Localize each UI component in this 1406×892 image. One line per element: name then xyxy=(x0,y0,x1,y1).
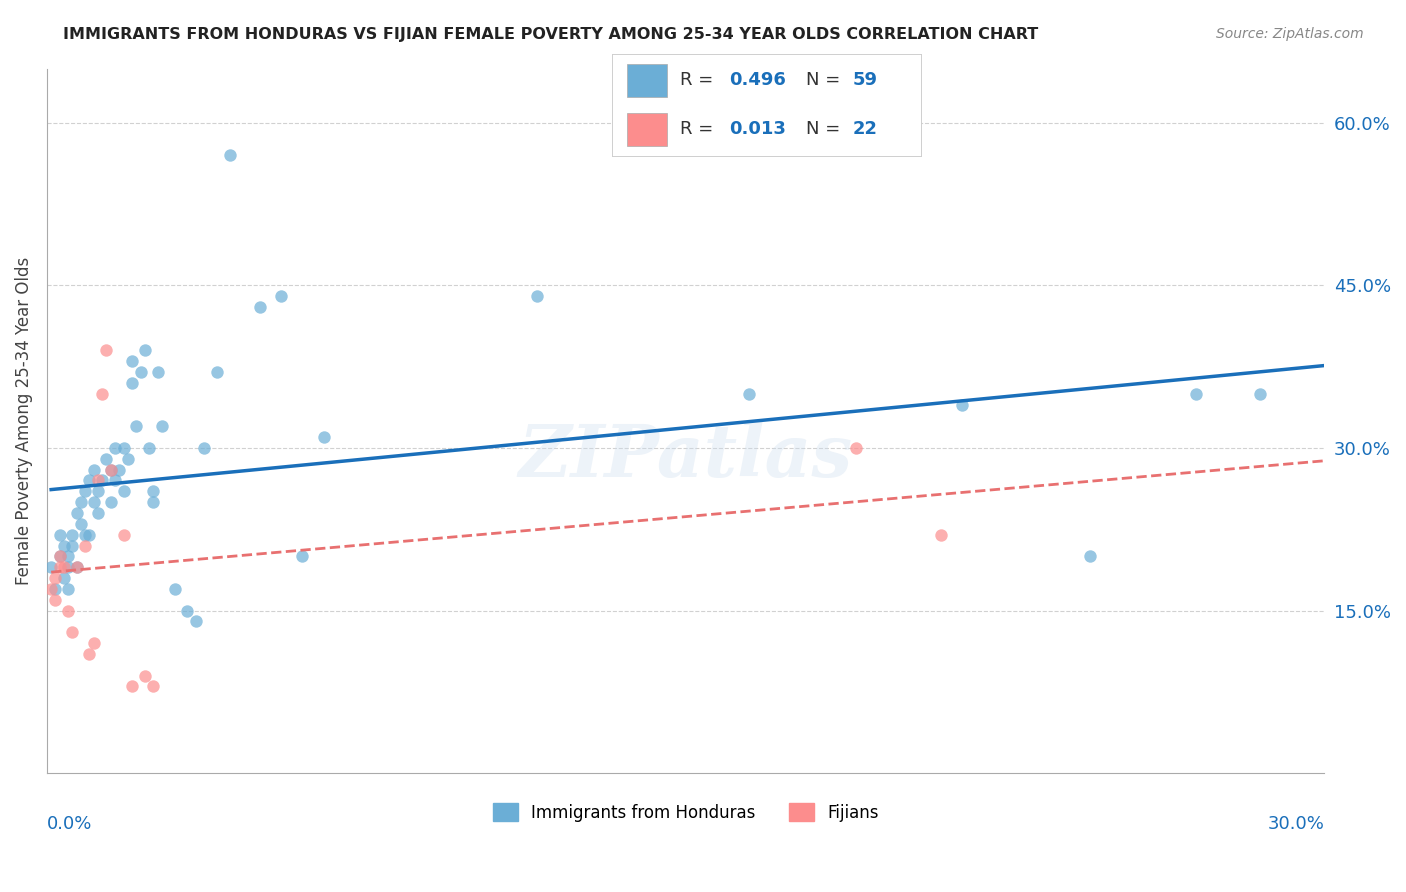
Point xyxy=(48,560,70,574)
Point xyxy=(950,398,973,412)
Point xyxy=(87,474,110,488)
Point xyxy=(75,539,97,553)
Point xyxy=(1249,386,1271,401)
Point xyxy=(121,376,143,390)
Point xyxy=(929,527,952,541)
Point xyxy=(100,463,122,477)
Text: Source: ZipAtlas.com: Source: ZipAtlas.com xyxy=(1216,27,1364,41)
Point xyxy=(104,441,127,455)
Point xyxy=(56,603,79,617)
Point xyxy=(48,549,70,564)
Point xyxy=(1078,549,1101,564)
Point xyxy=(75,527,97,541)
Point xyxy=(249,300,271,314)
Point xyxy=(104,474,127,488)
Point xyxy=(134,343,156,358)
Point xyxy=(142,680,165,694)
Point xyxy=(39,582,62,596)
Point xyxy=(79,474,101,488)
Point xyxy=(83,495,105,509)
Point xyxy=(129,365,152,379)
Point xyxy=(91,474,114,488)
Y-axis label: Female Poverty Among 25-34 Year Olds: Female Poverty Among 25-34 Year Olds xyxy=(15,257,32,585)
Text: R =: R = xyxy=(679,120,718,138)
Text: 0.013: 0.013 xyxy=(730,120,786,138)
Point xyxy=(845,441,868,455)
Point xyxy=(146,365,169,379)
Point xyxy=(62,527,84,541)
Point xyxy=(96,343,118,358)
Point xyxy=(108,463,131,477)
Text: 0.0%: 0.0% xyxy=(46,815,93,833)
Point xyxy=(291,549,314,564)
Point xyxy=(48,527,70,541)
Point xyxy=(79,527,101,541)
Point xyxy=(121,680,143,694)
Point xyxy=(1185,386,1208,401)
Point xyxy=(150,419,173,434)
Point xyxy=(112,484,135,499)
Point xyxy=(87,506,110,520)
Point xyxy=(112,527,135,541)
Point xyxy=(100,495,122,509)
Text: R =: R = xyxy=(679,71,718,89)
Point xyxy=(56,549,79,564)
Point xyxy=(526,289,548,303)
Text: 59: 59 xyxy=(853,71,877,89)
Point xyxy=(44,582,66,596)
Point xyxy=(91,386,114,401)
Text: 0.496: 0.496 xyxy=(730,71,786,89)
Point xyxy=(87,484,110,499)
Point xyxy=(44,592,66,607)
Point xyxy=(163,582,186,596)
Point xyxy=(738,386,761,401)
Point xyxy=(62,539,84,553)
Point xyxy=(193,441,215,455)
Text: IMMIGRANTS FROM HONDURAS VS FIJIAN FEMALE POVERTY AMONG 25-34 YEAR OLDS CORRELAT: IMMIGRANTS FROM HONDURAS VS FIJIAN FEMAL… xyxy=(63,27,1039,42)
Point xyxy=(52,539,75,553)
FancyBboxPatch shape xyxy=(627,113,668,145)
Point xyxy=(270,289,292,303)
Point xyxy=(176,603,198,617)
Text: N =: N = xyxy=(807,120,846,138)
Point xyxy=(83,636,105,650)
Legend: Immigrants from Honduras, Fijians: Immigrants from Honduras, Fijians xyxy=(486,797,886,829)
Point xyxy=(75,484,97,499)
FancyBboxPatch shape xyxy=(627,64,668,96)
Point xyxy=(205,365,228,379)
Point xyxy=(83,463,105,477)
Point xyxy=(62,625,84,640)
Text: 22: 22 xyxy=(853,120,877,138)
Point xyxy=(112,441,135,455)
Text: N =: N = xyxy=(807,71,846,89)
Point xyxy=(312,430,335,444)
Point xyxy=(142,484,165,499)
Point xyxy=(66,560,89,574)
Point xyxy=(66,560,89,574)
Point xyxy=(219,148,242,162)
Point xyxy=(52,560,75,574)
Text: ZIPatlas: ZIPatlas xyxy=(519,421,852,491)
Point xyxy=(66,506,89,520)
Point xyxy=(39,560,62,574)
Point xyxy=(70,516,93,531)
Point xyxy=(134,668,156,682)
Point xyxy=(56,560,79,574)
Point xyxy=(48,549,70,564)
Point xyxy=(125,419,148,434)
Text: 30.0%: 30.0% xyxy=(1267,815,1324,833)
Point xyxy=(79,647,101,661)
Point xyxy=(96,451,118,466)
Point xyxy=(70,495,93,509)
Point xyxy=(138,441,160,455)
Point xyxy=(52,571,75,585)
Point xyxy=(121,354,143,368)
Point xyxy=(44,571,66,585)
Point xyxy=(100,463,122,477)
Point xyxy=(56,582,79,596)
Point xyxy=(184,615,207,629)
Point xyxy=(142,495,165,509)
Point xyxy=(117,451,139,466)
